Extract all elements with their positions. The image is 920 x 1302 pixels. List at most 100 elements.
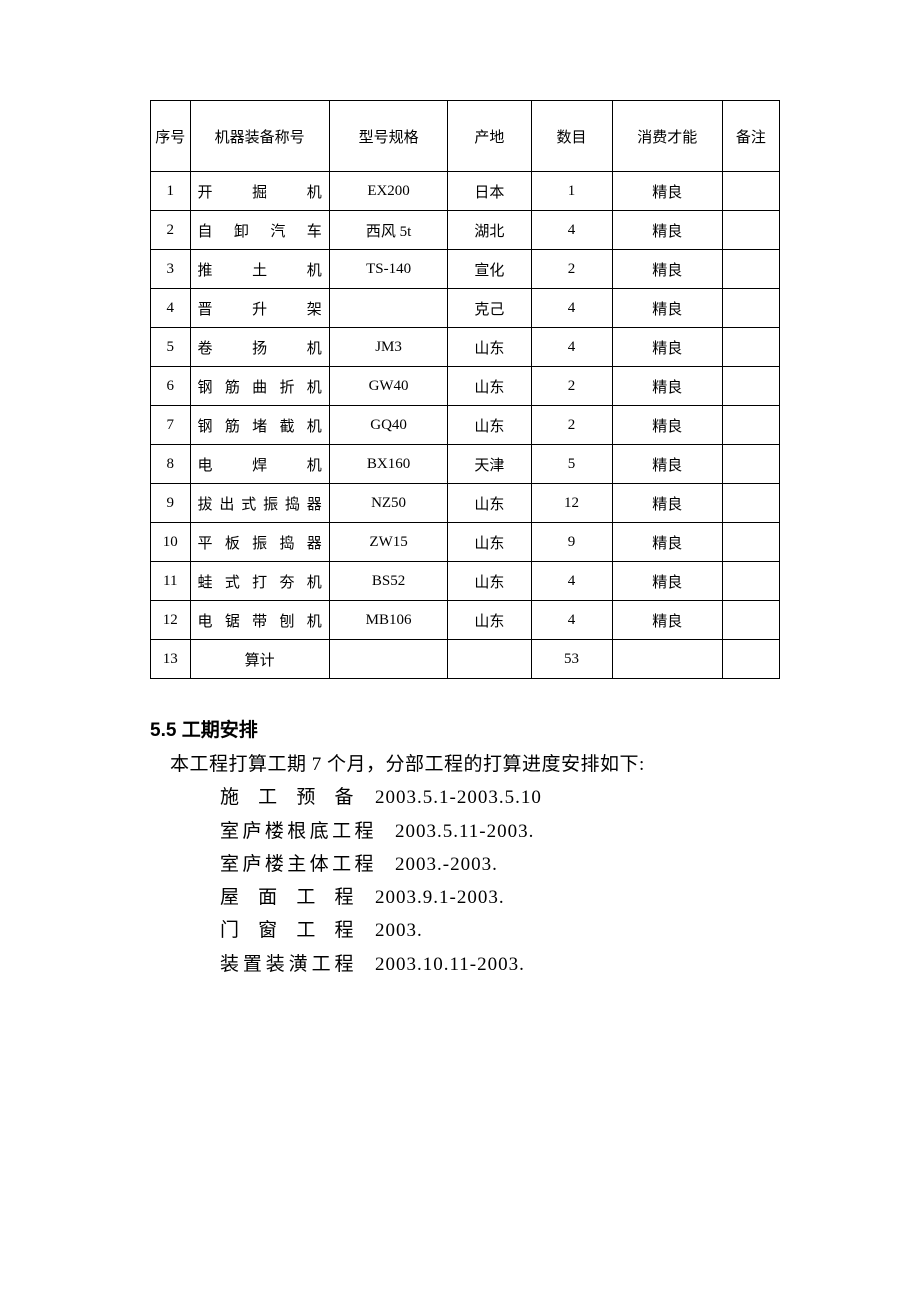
cell-name: 卷扬机 (190, 328, 329, 367)
cell-model (329, 640, 448, 679)
cell-seq: 5 (151, 328, 191, 367)
cell-name: 开掘机 (190, 172, 329, 211)
cell-origin: 克己 (448, 289, 531, 328)
table-row: 9拔出式振捣器NZ50山东12精良 (151, 484, 780, 523)
schedule-date: 2003. (375, 914, 423, 947)
cell-remark (722, 211, 779, 250)
cell-remark (722, 445, 779, 484)
cell-origin (448, 640, 531, 679)
schedule-date: 2003.-2003. (395, 848, 498, 881)
col-header-model: 型号规格 (329, 101, 448, 172)
schedule-date: 2003.9.1-2003. (375, 881, 505, 914)
cell-name: 算计 (190, 640, 329, 679)
cell-qty: 4 (531, 289, 612, 328)
cell-remark (722, 601, 779, 640)
cell-qty: 5 (531, 445, 612, 484)
cell-origin: 湖北 (448, 211, 531, 250)
cell-name: 晋升架 (190, 289, 329, 328)
cell-perf: 精良 (612, 562, 722, 601)
cell-remark (722, 406, 779, 445)
table-row: 4晋升架克己4精良 (151, 289, 780, 328)
cell-model: GQ40 (329, 406, 448, 445)
cell-remark (722, 562, 779, 601)
col-header-perf: 消费才能 (612, 101, 722, 172)
schedule-item: 室庐楼根底工程2003.5.11-2003. (220, 815, 780, 848)
cell-name: 自卸汽车 (190, 211, 329, 250)
cell-name: 拔出式振捣器 (190, 484, 329, 523)
cell-name: 电锯带刨机 (190, 601, 329, 640)
schedule-label: 施工预备 (220, 781, 375, 814)
cell-perf: 精良 (612, 289, 722, 328)
document-page: 序号 机器装备称号 型号规格 产地 数目 消费才能 备注 1开掘机EX200日本… (0, 0, 920, 1181)
schedule-date: 2003.5.1-2003.5.10 (375, 781, 542, 814)
cell-perf: 精良 (612, 445, 722, 484)
cell-model: ZW15 (329, 523, 448, 562)
cell-qty: 9 (531, 523, 612, 562)
cell-origin: 山东 (448, 484, 531, 523)
table-row: 3推土机TS-140宣化2精良 (151, 250, 780, 289)
section-intro: 本工程打算工期 7 个月，分部工程的打算进度安排如下: (170, 748, 780, 781)
cell-model: NZ50 (329, 484, 448, 523)
table-row: 7钢筋堵截机GQ40山东2精良 (151, 406, 780, 445)
cell-seq: 2 (151, 211, 191, 250)
cell-seq: 10 (151, 523, 191, 562)
schedule-label: 室庐楼主体工程 (220, 848, 395, 881)
cell-origin: 山东 (448, 406, 531, 445)
section-heading: 5.5 工期安排 (150, 715, 780, 742)
cell-perf: 精良 (612, 484, 722, 523)
cell-origin: 山东 (448, 367, 531, 406)
schedule-item: 装置装潢工程2003.10.11-2003. (220, 948, 780, 981)
cell-model: TS-140 (329, 250, 448, 289)
cell-seq: 12 (151, 601, 191, 640)
cell-qty: 4 (531, 211, 612, 250)
table-row: 10平板振捣器ZW15山东9精良 (151, 523, 780, 562)
schedule-item: 屋面工程2003.9.1-2003. (220, 881, 780, 914)
cell-perf: 精良 (612, 211, 722, 250)
cell-model: EX200 (329, 172, 448, 211)
cell-seq: 4 (151, 289, 191, 328)
equipment-table: 序号 机器装备称号 型号规格 产地 数目 消费才能 备注 1开掘机EX200日本… (150, 100, 780, 679)
schedule-label: 门窗工程 (220, 914, 375, 947)
cell-seq: 6 (151, 367, 191, 406)
cell-name: 蛙式打夯机 (190, 562, 329, 601)
cell-seq: 3 (151, 250, 191, 289)
table-row: 2自卸汽车西风 5t湖北4精良 (151, 211, 780, 250)
table-row: 8电焊机BX160天津5精良 (151, 445, 780, 484)
schedule-list: 施工预备2003.5.1-2003.5.10室庐楼根底工程2003.5.11-2… (220, 781, 780, 981)
cell-origin: 山东 (448, 562, 531, 601)
cell-origin: 宣化 (448, 250, 531, 289)
cell-remark (722, 250, 779, 289)
col-header-remark: 备注 (722, 101, 779, 172)
cell-perf: 精良 (612, 406, 722, 445)
cell-qty: 2 (531, 367, 612, 406)
cell-qty: 4 (531, 328, 612, 367)
cell-seq: 1 (151, 172, 191, 211)
cell-name: 推土机 (190, 250, 329, 289)
schedule-label: 屋面工程 (220, 881, 375, 914)
cell-name: 钢筋堵截机 (190, 406, 329, 445)
cell-qty: 2 (531, 406, 612, 445)
schedule-date: 2003.5.11-2003. (395, 815, 534, 848)
cell-perf: 精良 (612, 328, 722, 367)
table-row: 1开掘机EX200日本1精良 (151, 172, 780, 211)
table-row: 11蛙式打夯机BS52山东4精良 (151, 562, 780, 601)
cell-remark (722, 172, 779, 211)
cell-perf: 精良 (612, 250, 722, 289)
col-header-name: 机器装备称号 (190, 101, 329, 172)
col-header-seq: 序号 (151, 101, 191, 172)
table-header-row: 序号 机器装备称号 型号规格 产地 数目 消费才能 备注 (151, 101, 780, 172)
schedule-date: 2003.10.11-2003. (375, 948, 525, 981)
cell-model: BX160 (329, 445, 448, 484)
cell-remark (722, 640, 779, 679)
cell-remark (722, 328, 779, 367)
cell-perf: 精良 (612, 367, 722, 406)
cell-perf (612, 640, 722, 679)
schedule-item: 门窗工程2003. (220, 914, 780, 947)
cell-remark (722, 367, 779, 406)
cell-model: BS52 (329, 562, 448, 601)
cell-origin: 日本 (448, 172, 531, 211)
schedule-label: 装置装潢工程 (220, 948, 375, 981)
cell-seq: 9 (151, 484, 191, 523)
cell-origin: 山东 (448, 523, 531, 562)
cell-remark (722, 484, 779, 523)
